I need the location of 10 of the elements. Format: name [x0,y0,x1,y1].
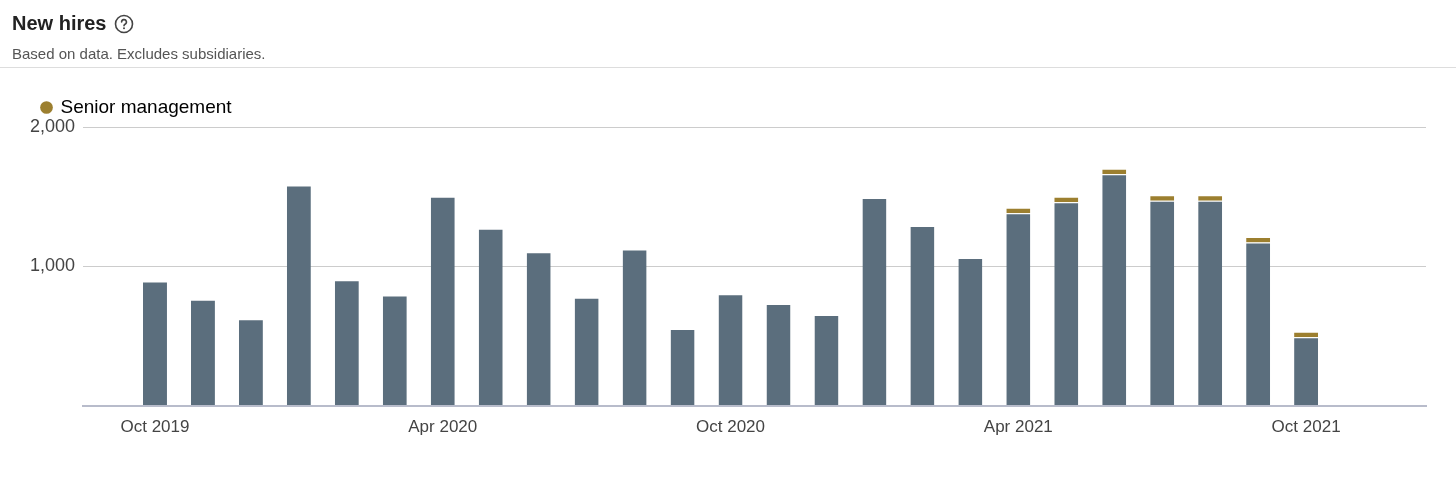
x-tick-label: Oct 2021 [1271,417,1341,437]
chart-title: New hires [12,12,107,35]
x-tick-label: Apr 2021 [983,417,1053,437]
chart-subtitle: Based on data. Excludes subsidiaries. [12,45,267,62]
x-tick-label: Oct 2020 [696,417,766,437]
y-tick-label: 2,000 [30,115,76,136]
x-tick-label: Oct 2019 [120,417,190,437]
legend-label: Senior management [60,95,233,117]
x-tick-label: Apr 2020 [408,417,478,437]
y-tick-label: 1,000 [30,255,76,276]
